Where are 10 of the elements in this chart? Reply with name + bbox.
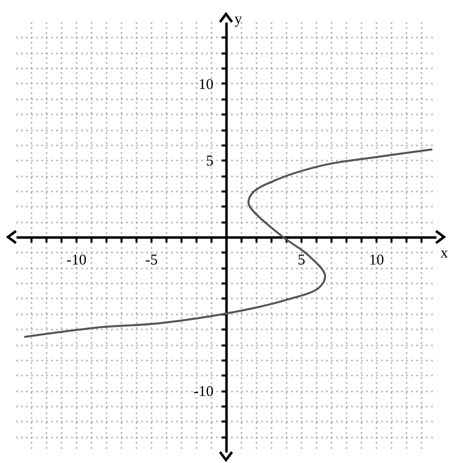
x-tick-label: 5 <box>298 252 306 268</box>
y-axis-title: y <box>234 12 242 28</box>
x-tick-label: -5 <box>145 252 158 268</box>
y-tick-label: 5 <box>206 154 214 170</box>
y-tick-label: 10 <box>198 76 214 93</box>
x-axis-title: x <box>440 246 448 262</box>
x-tick-label: 10 <box>369 252 384 268</box>
y-tick-label: -10 <box>194 384 214 400</box>
x-tick-label: -10 <box>66 252 86 268</box>
line-series <box>24 148 432 338</box>
